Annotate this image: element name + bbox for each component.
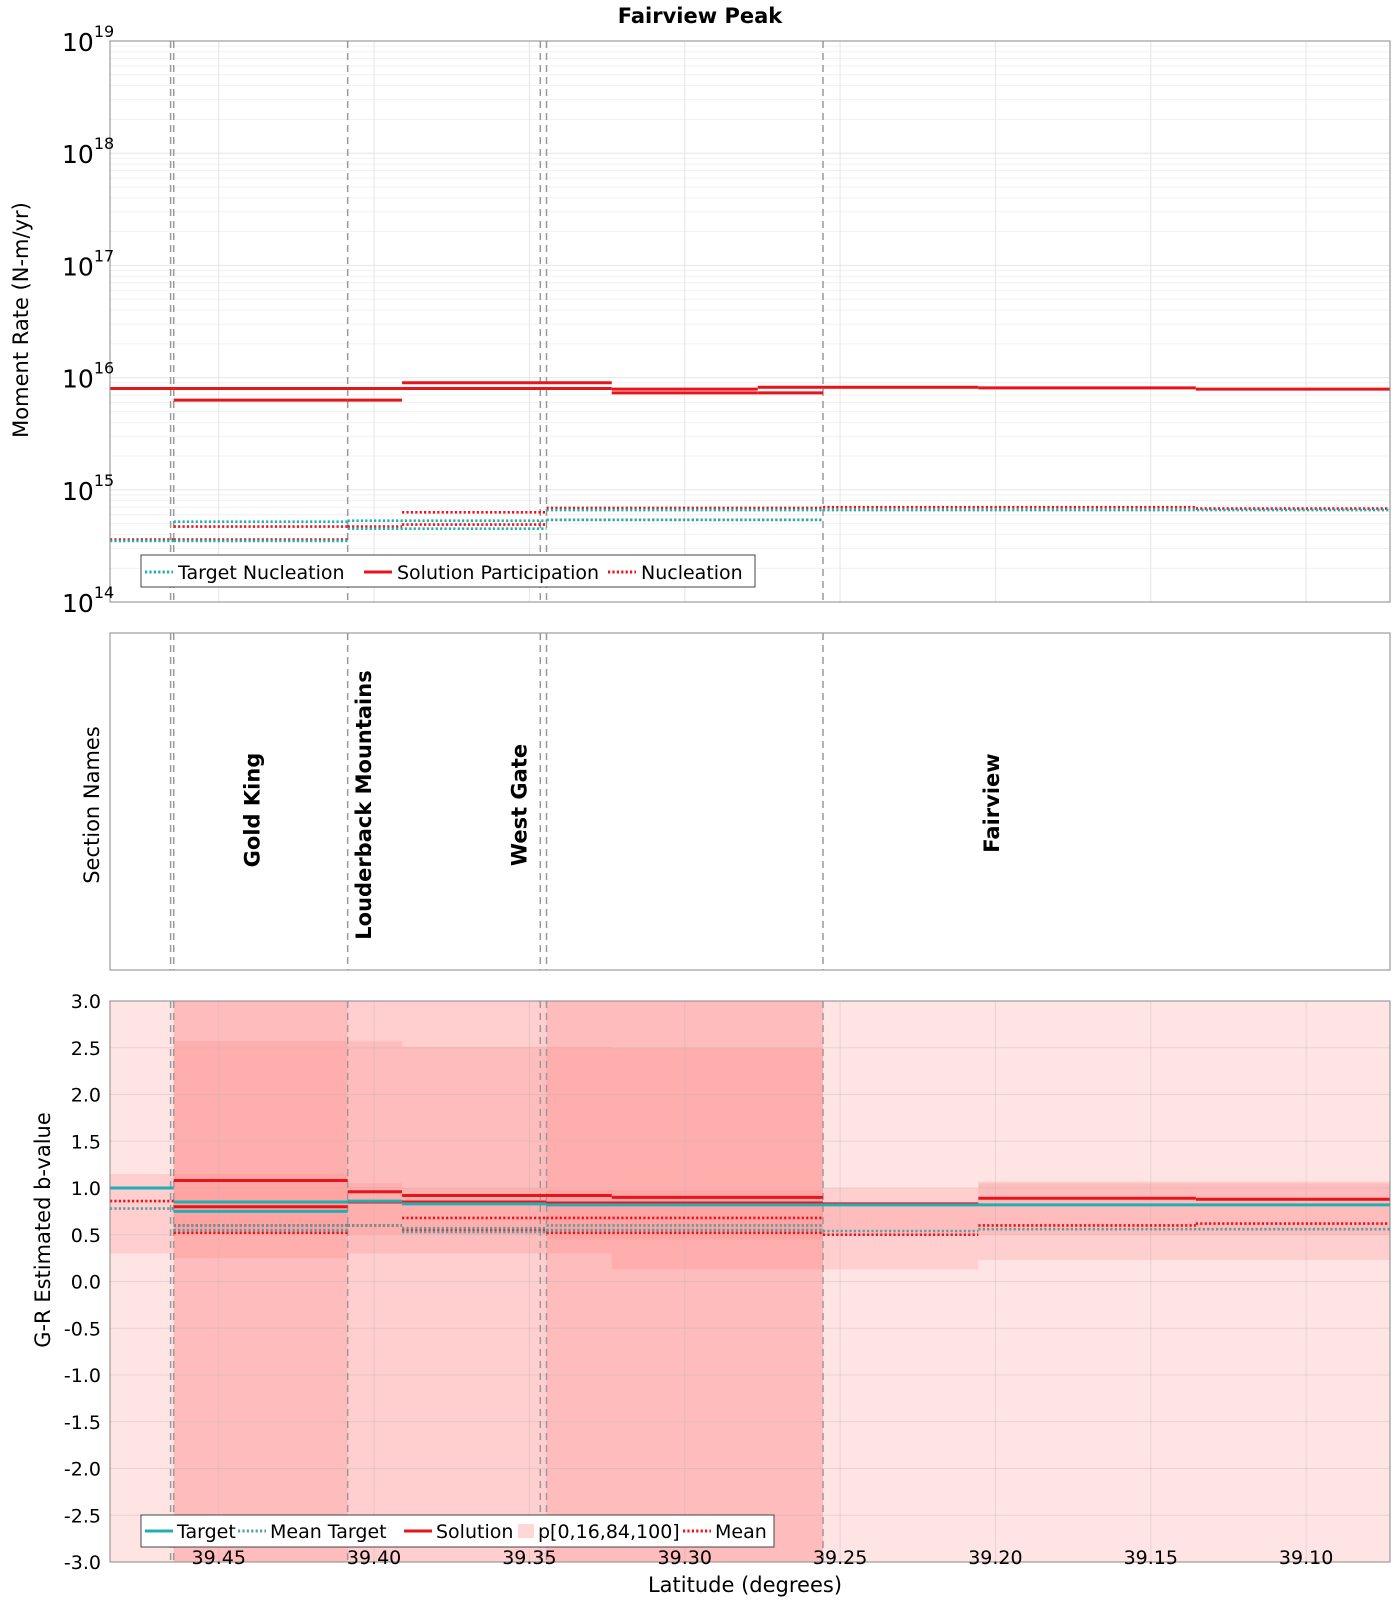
- b-value-frame: [109, 1000, 1391, 1563]
- x-tick-label: 39.10: [1279, 1547, 1333, 1569]
- b-value-legend-label: Solution: [436, 1521, 513, 1543]
- b-value-y-tick-label: 1.5: [71, 1131, 101, 1153]
- moment-rate-legend: Target Nucleation Solution Participation N…: [140, 554, 756, 588]
- b-value-legend-swatch: [518, 1524, 534, 1538]
- chart-title: Fairview Peak: [618, 4, 783, 28]
- b-value-percentile-band: [173, 1041, 348, 1259]
- b-value-legend-label: Target: [176, 1521, 236, 1543]
- x-tick-label: 39.35: [502, 1547, 556, 1569]
- moment-rate-y-axis-label: Moment Rate (N-m/yr): [9, 202, 33, 438]
- x-tick-label: 39.15: [1124, 1547, 1178, 1569]
- b-value-y-tick-label: -1.5: [64, 1412, 101, 1434]
- b-value-percentile-band: [173, 1001, 824, 1562]
- b-value-percentile-band: [611, 1047, 824, 1270]
- b-value-y-tick-label: 1.0: [71, 1178, 101, 1200]
- moment-rate-y-tick-label: 1014: [62, 583, 114, 618]
- moment-rate-y-tick-label: 1015: [62, 471, 114, 506]
- b-value-y-tick-label: -2.0: [64, 1459, 101, 1481]
- b-value-y-tick-label: -3.0: [64, 1552, 101, 1574]
- b-value-y-tick-label: 0.0: [71, 1272, 101, 1294]
- moment-rate-legend-box: [140, 554, 756, 588]
- x-tick-label: 39.30: [658, 1547, 712, 1569]
- b-value-y-tick-label: -2.5: [64, 1505, 101, 1527]
- section-names-y-axis-label: Section Names: [80, 726, 104, 884]
- b-value-percentile-band: [347, 1041, 403, 1254]
- moment-rate-y-tick-label: 1017: [62, 246, 114, 281]
- b-value-legend-label: Mean: [715, 1521, 767, 1543]
- b-value-y-tick-label: 2.0: [71, 1085, 101, 1107]
- b-value-percentile-band: [173, 1173, 348, 1235]
- b-value-legend-label: p[0,16,84,100]: [538, 1521, 680, 1543]
- b-value-percentile-band: [978, 1181, 1390, 1260]
- moment-rate-y-tick-label: 1019: [62, 22, 114, 57]
- moment-rate-frame: [109, 40, 1391, 603]
- section-name-label: Gold King: [240, 753, 264, 868]
- x-axis-label: Latitude (degrees): [648, 1573, 842, 1597]
- moment-rate-y-tick-label: 1016: [62, 359, 114, 394]
- b-value-y-tick-label: -0.5: [64, 1318, 101, 1340]
- x-tick-label: 39.25: [813, 1547, 867, 1569]
- b-value-legend-label: Mean Target: [270, 1521, 387, 1543]
- b-value-percentile-band: [823, 1188, 979, 1270]
- b-value-legend-box: [140, 1514, 775, 1548]
- b-value-legend: Target Mean Target Solution p[0,16,84,100] M…: [140, 1514, 775, 1548]
- b-value-percentile-band: [110, 1001, 1390, 1562]
- x-tick-label: 39.40: [347, 1547, 401, 1569]
- b-value-y-tick-label: -1.0: [64, 1365, 101, 1387]
- b-value-y-tick-label: 0.5: [71, 1225, 101, 1247]
- moment-rate-legend-label: Nucleation: [641, 562, 743, 584]
- x-tick-label: 39.20: [968, 1547, 1022, 1569]
- b-value-y-tick-label: 3.0: [71, 991, 101, 1013]
- section-name-label: Fairview: [980, 753, 1004, 852]
- b-value-percentile-band: [546, 1001, 824, 1562]
- b-value-percentile-band: [110, 1173, 174, 1254]
- b-value-y-axis-label: G-R Estimated b-value: [31, 1112, 55, 1348]
- b-value-y-tick-label: 2.5: [71, 1038, 101, 1060]
- section-names-plot-area: [109, 632, 1391, 971]
- section-name-label: Louderback Mountains: [352, 670, 376, 939]
- moment-rate-y-tick-label: 1018: [62, 134, 114, 169]
- b-value-percentile-band: [823, 1202, 979, 1235]
- moment-rate-plot-area: [110, 41, 1390, 602]
- b-value-plot-area: [110, 1001, 1390, 1562]
- x-tick-label: 39.45: [192, 1547, 246, 1569]
- moment-rate-legend-label: Target Nucleation: [177, 562, 345, 584]
- b-value-percentile-band: [173, 1001, 348, 1562]
- b-value-percentile-band: [978, 1183, 1390, 1235]
- plot-layer: 1014 1015 1016 1017 1018 1019 Target Nucleatio…: [62, 22, 1391, 1574]
- section-name-label: West Gate: [508, 744, 532, 866]
- moment-rate-legend-label: Solution Participation: [397, 562, 599, 584]
- b-value-percentile-band: [402, 1046, 612, 1254]
